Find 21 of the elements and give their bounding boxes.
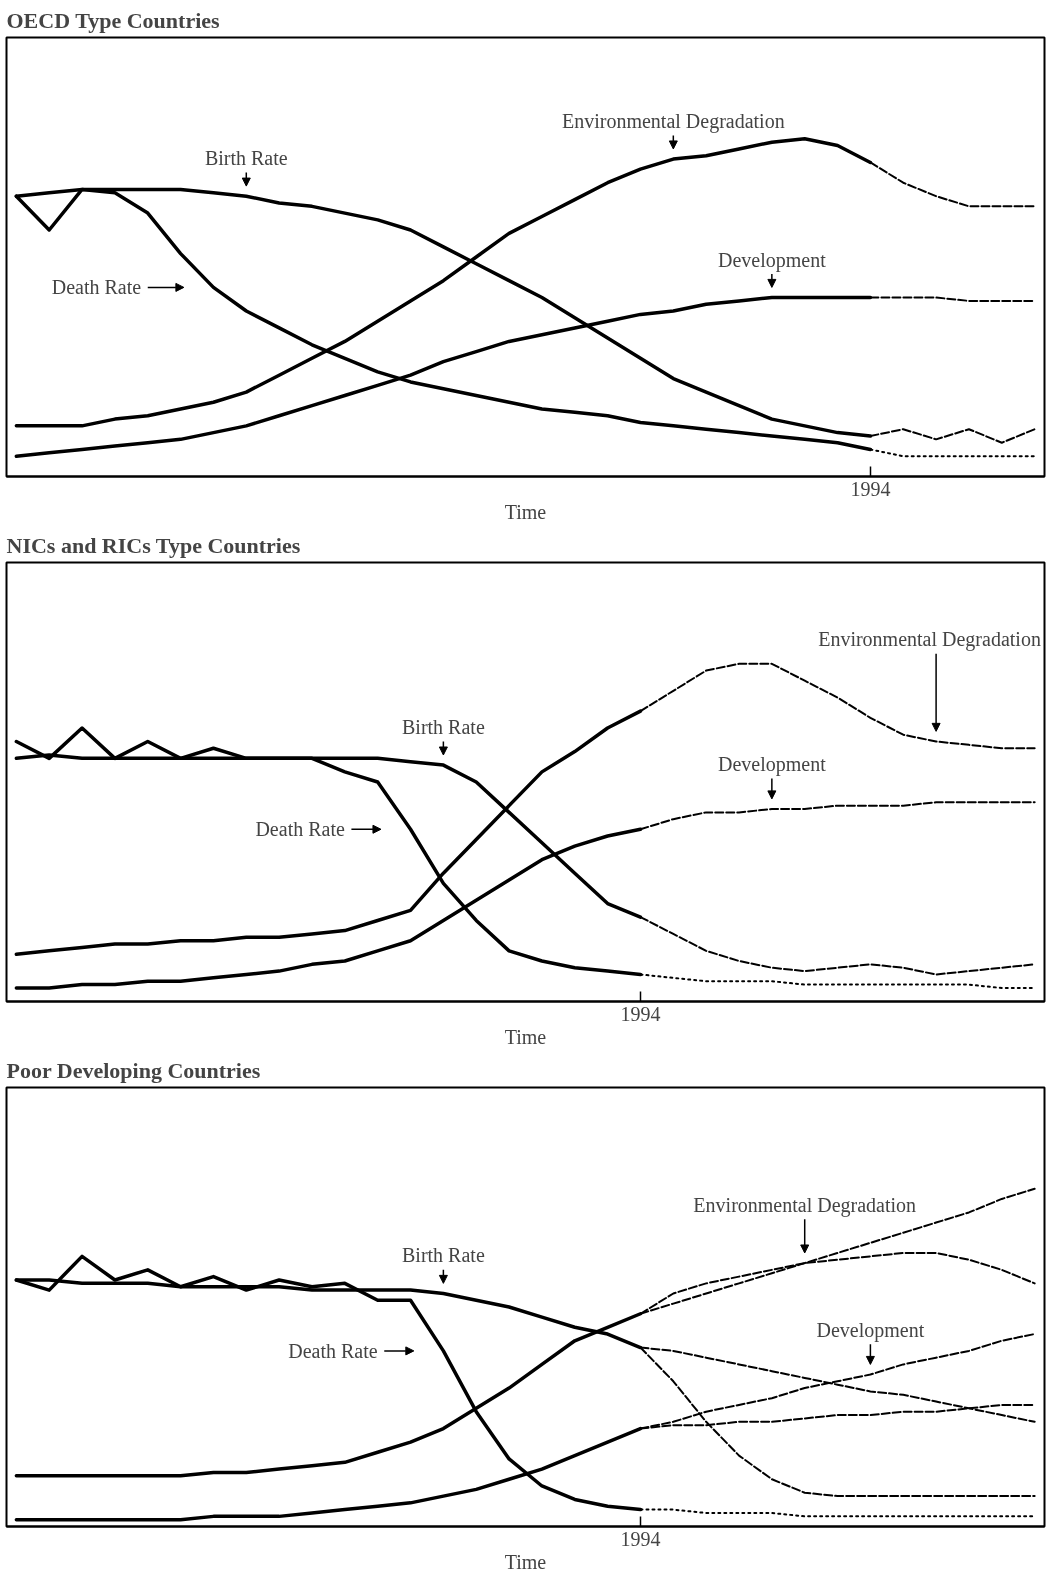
series-label: Birth Rate: [402, 1244, 485, 1267]
series-label: Birth Rate: [204, 147, 288, 170]
x-axis-title: Time: [504, 1550, 547, 1573]
x-axis-title: Time: [504, 1025, 547, 1048]
text: 1994: [620, 1002, 661, 1025]
legend-label: Death Rate: [255, 818, 345, 841]
x-axis-title: Time: [504, 500, 547, 523]
series-label: Birth Rate: [402, 716, 485, 739]
legend-label: Death Rate: [288, 1339, 378, 1362]
series-label: Development: [717, 248, 827, 272]
series-label: Environmental Degradation: [818, 628, 1041, 652]
chart-title: NICs and RICs Type Countries: [6, 532, 301, 558]
chart-title: OECD Type Countries: [6, 7, 221, 33]
legend-label: Death Rate: [51, 276, 142, 299]
text: 1994: [850, 477, 891, 500]
series-label: Environmental Degradation: [693, 1193, 917, 1217]
series-label: Development: [816, 1318, 925, 1342]
chart-title: Poor Developing Countries: [6, 1057, 261, 1083]
text: 1994: [620, 1527, 661, 1550]
series-label: Development: [717, 753, 827, 777]
series-label: Environmental Degradation: [561, 110, 785, 134]
